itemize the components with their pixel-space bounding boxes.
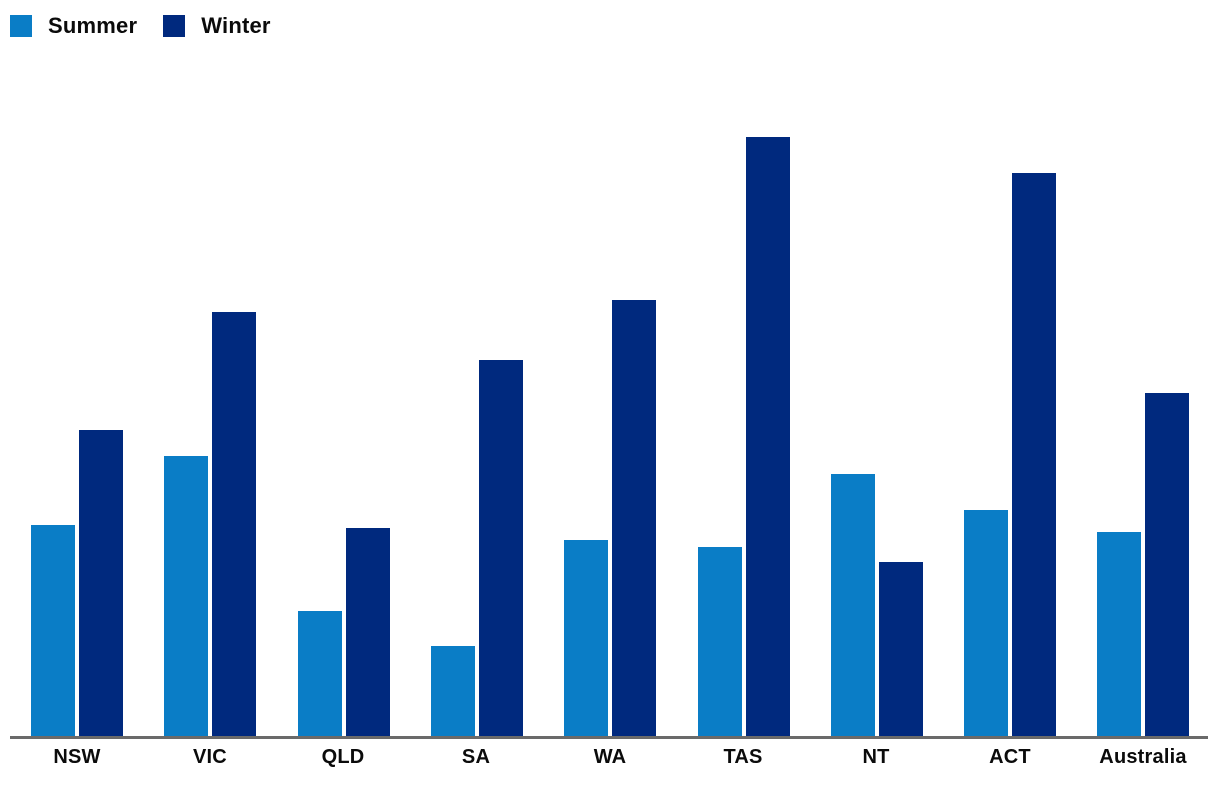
x-tick-label-act: ACT xyxy=(989,746,1031,768)
x-tick-label-nt: NT xyxy=(862,746,890,768)
bar-summer-nt xyxy=(831,474,875,736)
bar-summer-australia xyxy=(1097,532,1141,736)
bar-summer-qld xyxy=(298,611,342,736)
x-tick-label-australia: Australia xyxy=(1099,746,1187,768)
x-tick-label-sa: SA xyxy=(461,746,491,768)
bar-winter-sa xyxy=(479,360,523,736)
bar-winter-wa xyxy=(612,300,656,736)
bar-summer-nsw xyxy=(31,525,75,736)
x-tick-label-qld: QLD xyxy=(321,746,365,768)
bar-summer-wa xyxy=(564,540,608,736)
bar-winter-vic xyxy=(212,312,256,736)
x-axis-line xyxy=(10,736,1208,739)
legend-item-summer: Summer xyxy=(10,15,137,37)
bar-winter-tas xyxy=(746,137,790,736)
legend-item-winter: Winter xyxy=(163,15,270,37)
bar-summer-tas xyxy=(698,547,742,736)
legend: Summer Winter xyxy=(10,15,271,37)
bar-winter-nsw xyxy=(79,430,123,736)
bar-winter-act xyxy=(1012,173,1056,736)
bar-summer-act xyxy=(964,510,1008,736)
bar-summer-sa xyxy=(431,646,475,736)
x-tick-label-wa: WA xyxy=(593,746,627,768)
bar-summer-vic xyxy=(164,456,208,736)
bar-winter-qld xyxy=(346,528,390,736)
bar-winter-nt xyxy=(879,562,923,736)
legend-label-winter: Winter xyxy=(201,13,271,38)
x-tick-label-tas: TAS xyxy=(723,746,763,768)
legend-swatch-winter-icon xyxy=(163,15,186,37)
x-tick-label-nsw: NSW xyxy=(53,746,101,768)
legend-label-summer: Summer xyxy=(48,13,138,38)
legend-swatch-summer-icon xyxy=(10,15,32,37)
bar-winter-australia xyxy=(1145,393,1189,736)
x-tick-label-vic: VIC xyxy=(193,746,227,768)
